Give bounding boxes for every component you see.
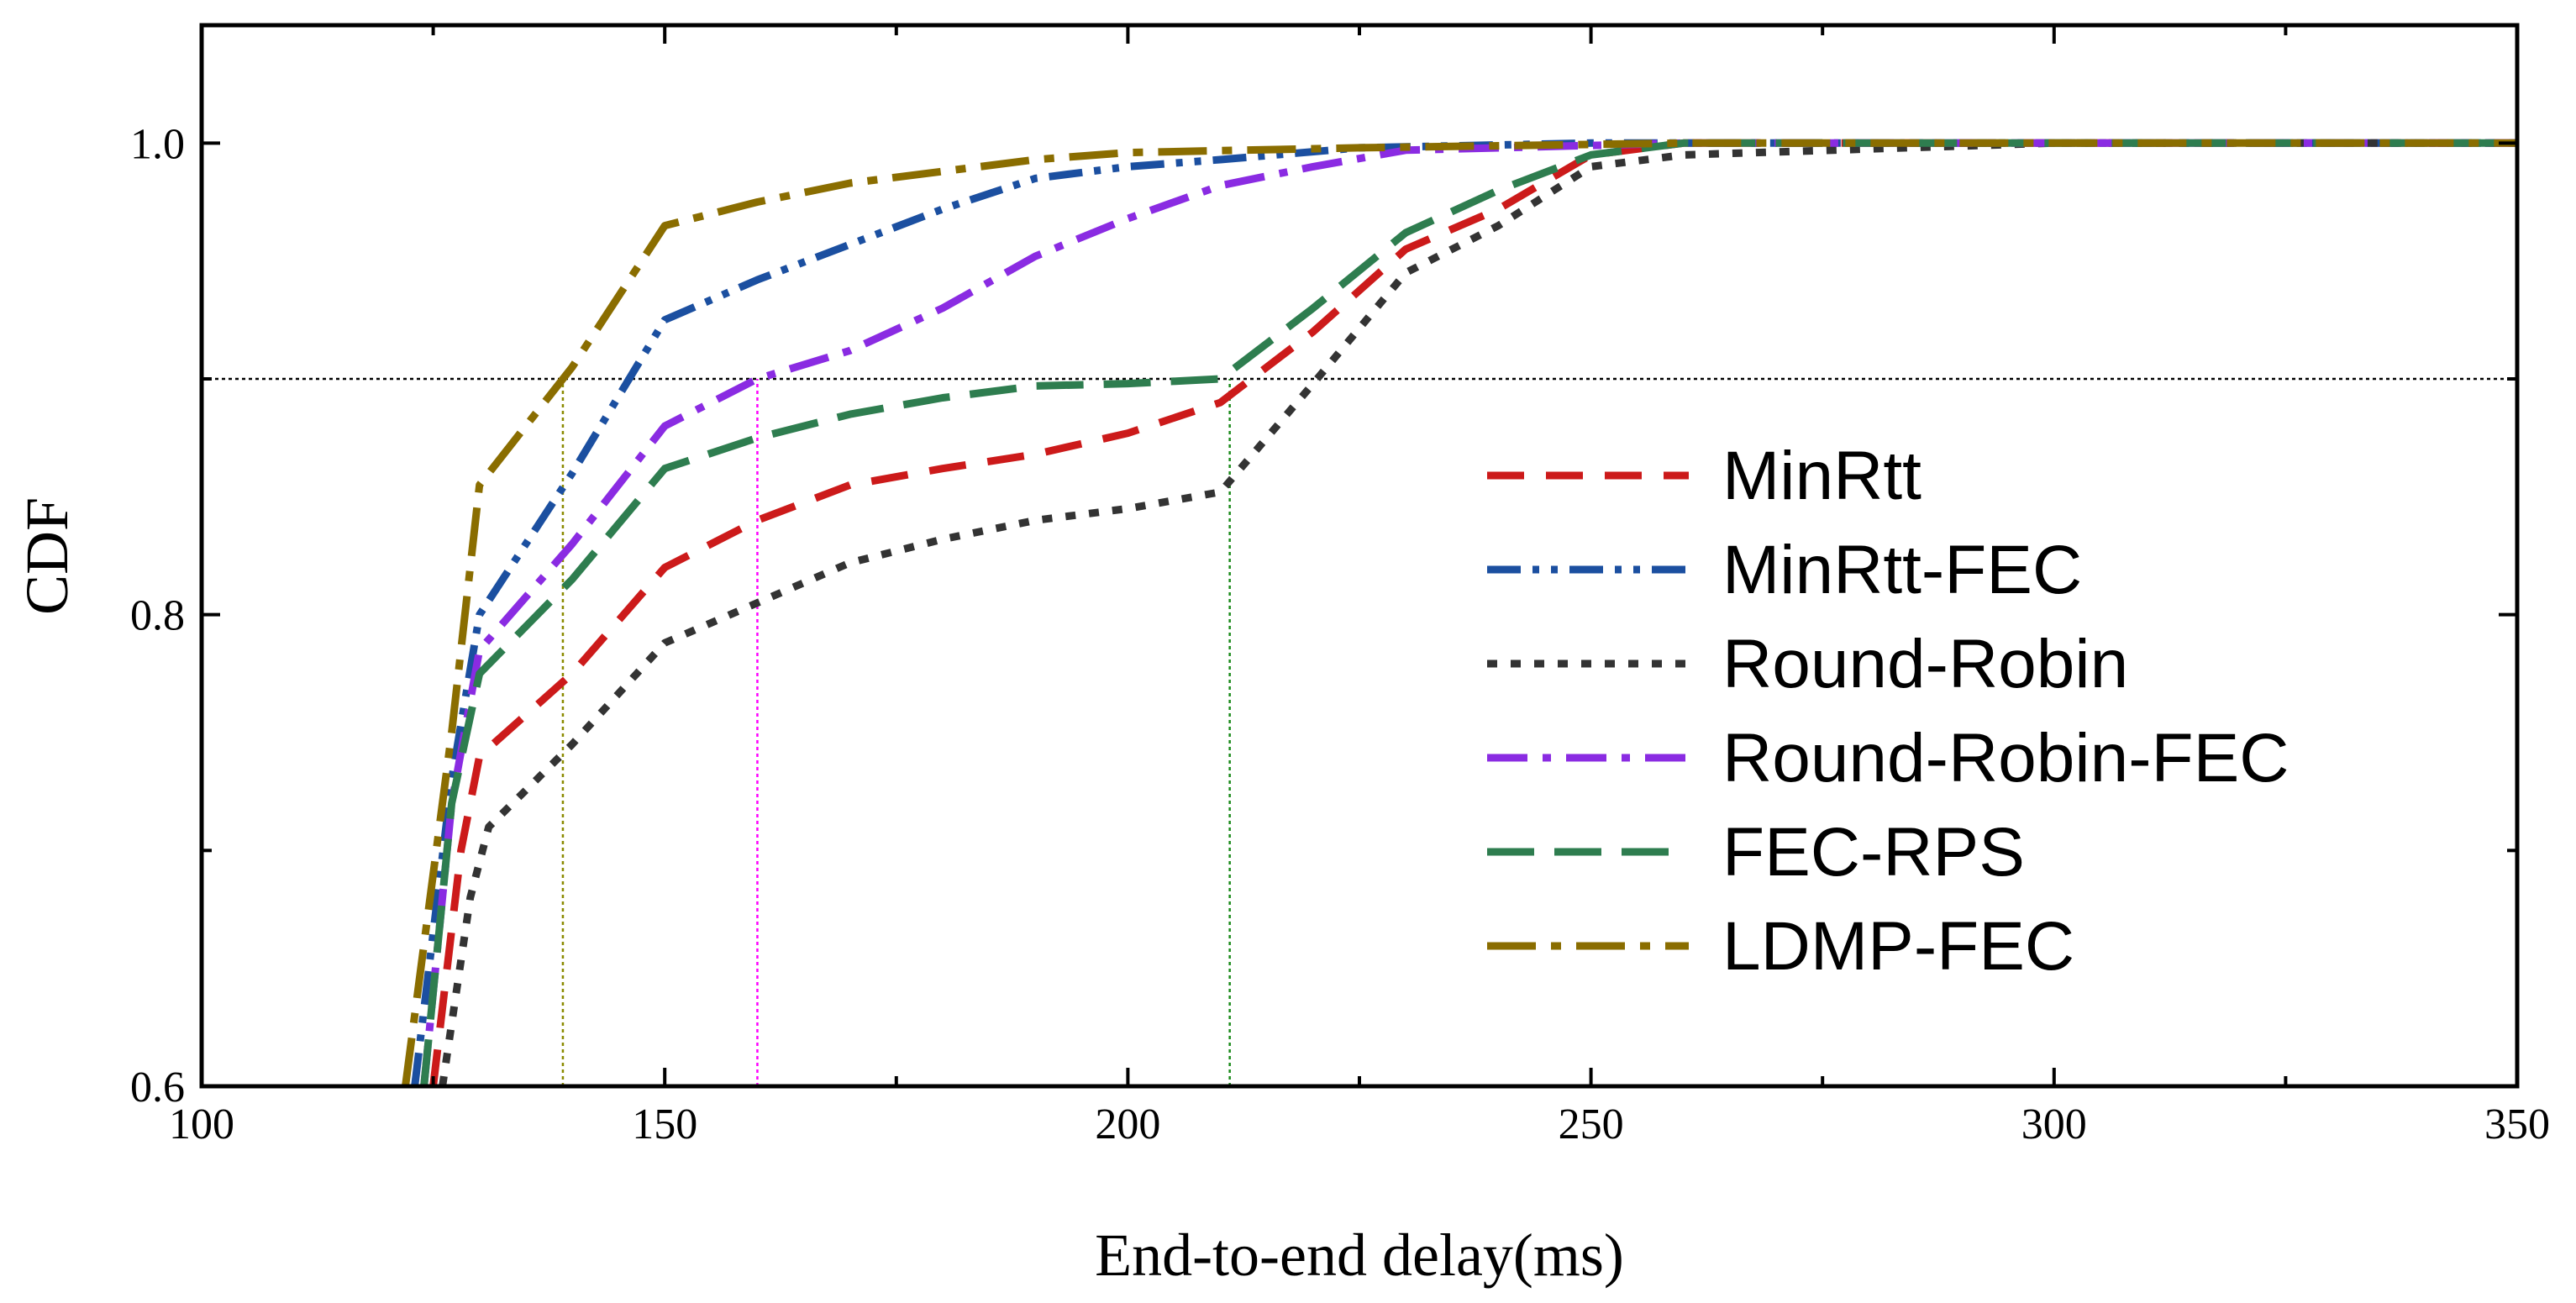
legend: MinRtt MinRtt-FEC Round-Robin Round-Robin-F… [1487,438,2289,985]
series-line-minrtt [429,139,2517,1087]
x-tick-label: 150 [632,1101,697,1148]
legend-label: MinRtt-FEC [1722,532,2082,608]
series-line-round-robin [439,139,2517,1087]
x-tick-label: 300 [2021,1101,2087,1148]
legend-label: FEC-RPS [1722,814,2025,891]
plot-frame [199,23,2520,1089]
y-tick-label: 0.6 [130,1064,185,1111]
reference-lines [202,377,2517,1086]
y-tick-label: 1.0 [130,120,185,168]
legend-label: Round-Robin-FEC [1722,720,2289,796]
tick-labels: 100 150 200 250 300 350 0.6 0.8 1.0 [130,120,2550,1148]
y-tick-label: 0.8 [130,592,185,640]
series-lines [402,139,2517,1087]
legend-label: LDMP-FEC [1722,908,2074,985]
x-axis-title: End-to-end delay(ms) [1095,1222,1624,1289]
x-tick-label: 200 [1095,1101,1160,1148]
x-tick-label: 250 [1559,1101,1624,1148]
x-tick-label: 100 [169,1101,234,1148]
legend-label: MinRtt [1722,438,1921,514]
series-line-ldmp-fec [402,139,2517,1087]
y-axis-title: CDF [13,497,81,615]
series-line-fec-rps [420,139,2517,1087]
legend-label: Round-Robin [1722,626,2128,702]
x-tick-label: 350 [2484,1101,2550,1148]
axis-ticks [200,25,2519,1088]
